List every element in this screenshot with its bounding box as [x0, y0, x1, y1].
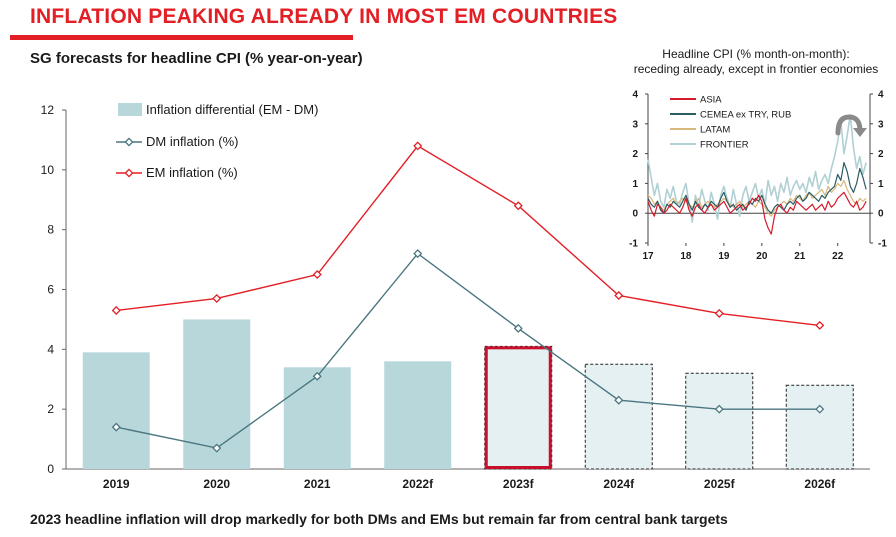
dm-inflation-marker	[614, 395, 624, 405]
inset-x-tick-label: 20	[756, 251, 768, 262]
bar-inflation-differential	[685, 372, 754, 470]
page-title: INFLATION PEAKING ALREADY IN MOST EM COU…	[30, 5, 618, 28]
dm-inflation-marker	[111, 422, 121, 432]
inset-y-tick-label-right: -1	[878, 239, 887, 250]
x-tick-label: 2019	[103, 477, 130, 491]
legend-label-dm: DM inflation (%)	[146, 134, 238, 149]
inset-x-tick-label: 22	[832, 251, 844, 262]
inset-chart-title: Headline CPI (% month-on-month): recedin…	[622, 47, 890, 77]
inset-legend-label: ASIA	[700, 95, 722, 106]
y-tick-label: 4	[47, 342, 54, 356]
inset-y-tick-label-left: 3	[632, 119, 638, 130]
em-inflation-line	[116, 144, 820, 327]
bar-inflation-differential	[384, 361, 452, 469]
inset-y-tick-label-right: 3	[878, 119, 884, 130]
x-tick-label: 2024f	[603, 477, 635, 491]
em-inflation-marker	[714, 308, 724, 318]
y-tick-label: 8	[47, 223, 54, 237]
dm-inflation-marker	[714, 404, 724, 414]
y-tick-label: 6	[47, 283, 54, 297]
inset-x-tick-label: 17	[642, 251, 654, 262]
inset-y-tick-label-right: 2	[878, 149, 884, 160]
x-tick-label: 2025f	[704, 477, 736, 491]
em-inflation-marker	[614, 290, 624, 301]
inset-legend: ASIA CEMEA ex TRY, RUB LATAM FRONTIER	[670, 95, 791, 151]
chart-subtitle: SG forecasts for headline CPI (% year-on…	[30, 50, 363, 67]
curved-arrow-icon	[835, 114, 867, 137]
legend-marker-em	[124, 168, 134, 178]
x-tick-label: 2022f	[402, 477, 434, 491]
inset-x-tick-label: 19	[718, 251, 730, 262]
em-inflation-marker	[212, 293, 222, 303]
inset-y-tick-label-right: 1	[878, 179, 884, 190]
em-inflation-marker	[312, 270, 322, 280]
x-tick-label: 2021	[304, 477, 331, 491]
curved-arrow-head	[853, 128, 867, 137]
inset-legend-label: CEMEA ex TRY, RUB	[700, 110, 791, 121]
dm-inflation-marker	[815, 404, 825, 414]
x-tick-label: 2020	[203, 477, 230, 491]
inset-y-tick-label-left: 1	[632, 179, 638, 190]
dm-inflation-marker	[413, 249, 423, 259]
inset-y-tick-label-right: 0	[878, 209, 884, 220]
dm-inflation-line	[116, 252, 820, 449]
inset-y-tick-label-right: 4	[878, 90, 884, 101]
x-tick-label: 2023f	[503, 477, 535, 491]
bar-inflation-differential	[82, 352, 150, 469]
legend-label-differential: Inflation differential (EM - DM)	[146, 102, 318, 117]
em-inflation-marker	[413, 141, 423, 151]
inset-y-tick-label-left: 4	[632, 90, 638, 101]
inset-series-cemea-ex-try-rubline	[647, 161, 867, 214]
main-legend: Inflation differential (EM - DM) DM infla…	[116, 102, 318, 180]
bar-highlight-2023f	[484, 346, 552, 470]
chart-caption: 2023 headline inflation will drop marked…	[30, 511, 728, 527]
legend-marker-dm	[124, 137, 134, 147]
curved-arrow-arc	[835, 114, 863, 136]
inset-y-tick-label-left: 0	[632, 209, 638, 220]
bar-inflation-differential	[484, 345, 553, 470]
inset-x-tick-label: 21	[794, 251, 806, 262]
bar-inflation-differential	[283, 367, 351, 469]
bar-inflation-differential	[785, 384, 854, 470]
y-tick-label: 0	[47, 462, 54, 476]
dm-inflation-marker	[513, 323, 523, 333]
em-inflation-marker	[815, 320, 825, 330]
x-tick-label: 2026f	[804, 477, 836, 491]
inset-series-frontierline	[647, 114, 867, 223]
y-tick-label: 2	[47, 402, 54, 416]
inset-title-line-1: Headline CPI (% month-on-month):	[662, 47, 850, 61]
dm-inflation-marker	[312, 371, 322, 381]
inset-x-tick-label: 18	[680, 251, 692, 262]
inset-title-line-2: receding already, except in frontier eco…	[633, 62, 879, 76]
inset-y-tick-label-left: -1	[629, 239, 638, 250]
y-tick-label: 10	[41, 163, 55, 177]
title-underline	[10, 35, 353, 40]
em-inflation-marker	[513, 201, 523, 211]
inset-series-asialine	[647, 191, 867, 235]
legend-swatch-bar	[118, 103, 142, 116]
inset-y-tick-label-left: 2	[632, 149, 638, 160]
y-tick-label: 12	[41, 103, 55, 117]
legend-label-em: EM inflation (%)	[146, 165, 238, 180]
inset-legend-label: FRONTIER	[700, 140, 749, 151]
dm-inflation-marker	[212, 443, 222, 453]
inset-series-latamline	[647, 179, 867, 217]
em-inflation-marker	[111, 305, 121, 315]
bar-inflation-differential	[584, 363, 653, 470]
inset-legend-label: LATAM	[700, 125, 730, 136]
